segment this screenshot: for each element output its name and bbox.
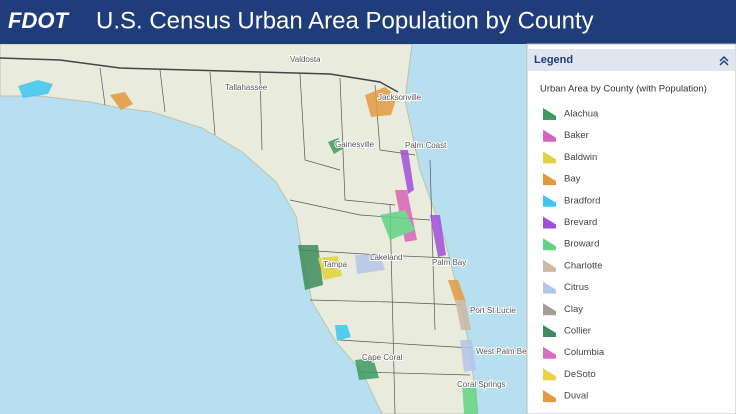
legend-label: Alachua (564, 109, 599, 120)
legend-title: Legend (534, 54, 573, 66)
city-label: Palm Bay (432, 258, 466, 267)
legend-label: Broward (564, 239, 599, 250)
legend-header[interactable] (528, 49, 735, 71)
legend-swatch (543, 173, 556, 186)
legend-label: Bradford (564, 195, 600, 206)
legend-swatch (543, 194, 556, 207)
legend-bg (526, 43, 736, 414)
map[interactable]: Valdosta Tallahassee Jacksonville Gainesvil… (0, 43, 540, 414)
legend-swatch (543, 303, 556, 316)
legend-label: Baker (564, 130, 589, 141)
legend-swatch (543, 238, 556, 251)
legend-swatch (543, 325, 556, 337)
header: FDOT U.S. Census Urban Area Population b… (0, 0, 736, 44)
legend-swatch (543, 281, 556, 294)
city-label: Port St Lucie (470, 306, 516, 315)
legend-swatch (543, 129, 556, 142)
county-lines (99, 67, 473, 414)
legend-label: Columbia (564, 347, 605, 358)
legend-swatch (543, 346, 556, 359)
city-label: Lakeland (370, 253, 402, 262)
legend-label: Baldwin (564, 152, 597, 163)
legend-subtitle: Urban Area by County (with Population) (540, 84, 707, 95)
legend-label: Citrus (564, 282, 589, 293)
legend-label: Collier (564, 326, 591, 337)
legend-label: Clay (564, 304, 583, 315)
city-label: Tampa (323, 260, 348, 269)
legend-label: Duval (564, 391, 588, 402)
logo: FDOT (8, 8, 69, 33)
legend-swatch (543, 390, 556, 403)
city-label: Cape Coral (362, 353, 403, 362)
header-bar (0, 0, 736, 44)
legend-label: Charlotte (564, 260, 603, 271)
title: U.S. Census Urban Area Population by Cou… (96, 7, 594, 34)
legend-label: Bay (564, 174, 581, 185)
city-label: Jacksonville (378, 93, 422, 102)
city-label: Coral Springs (457, 380, 505, 389)
legend-label: DeSoto (564, 369, 596, 380)
collapse-icon[interactable] (719, 55, 729, 66)
legend-panel: Legend Urban Area by County (with Popula… (526, 43, 736, 414)
legend-swatch (543, 216, 556, 229)
legend-swatch (543, 108, 556, 120)
legend-swatch (543, 368, 556, 381)
legend-label: Brevard (564, 217, 597, 228)
legend-swatch (543, 259, 556, 272)
city-label: West Palm Beach (476, 347, 539, 356)
city-label: Valdosta (290, 55, 321, 64)
legend-swatch (543, 151, 556, 164)
city-label: Tallahassee (225, 83, 268, 92)
city-label: Gainesville (335, 140, 375, 149)
urban-areas (18, 80, 478, 414)
city-label: Palm Coast (405, 141, 447, 150)
